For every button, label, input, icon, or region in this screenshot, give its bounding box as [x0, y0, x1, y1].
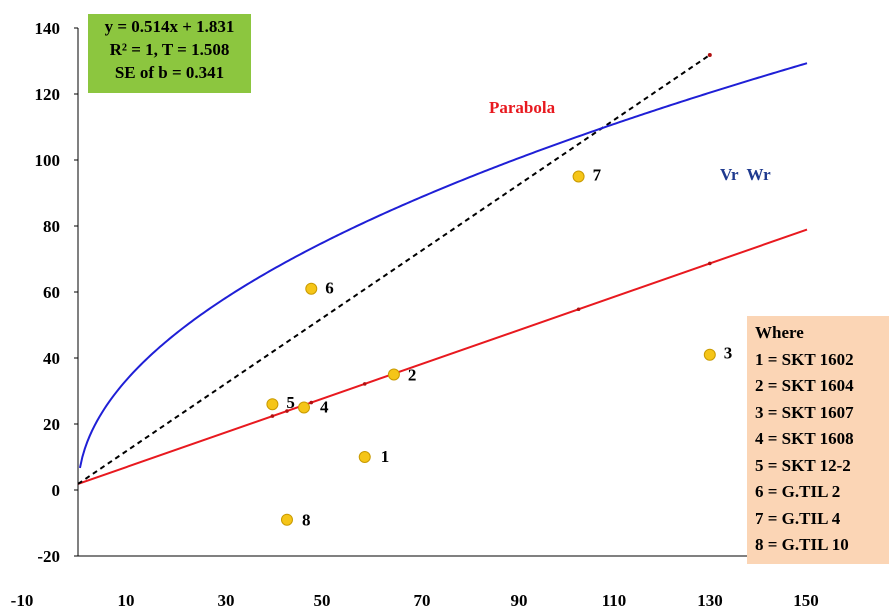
- legend-title: Where: [755, 323, 804, 342]
- data-point: [387, 368, 400, 381]
- regression-line-marker: [285, 409, 289, 413]
- x-tick-label: 10: [118, 591, 135, 610]
- equation-line-1: y = 0.514x + 1.831: [104, 17, 235, 36]
- legend-entry: 4 = SKT 1608: [755, 429, 854, 448]
- y-tick-label: 100: [35, 151, 61, 170]
- equation-box: y = 0.514x + 1.831 R² = 1, T = 1.508 SE …: [88, 14, 251, 93]
- x-tick-label: 50: [314, 591, 331, 610]
- data-point-label: 7: [593, 166, 602, 185]
- data-point-label: 3: [724, 344, 733, 363]
- x-tick-label: 130: [697, 591, 723, 610]
- parabola-curve: [78, 62, 808, 469]
- y-tick-label: 40: [43, 349, 60, 368]
- data-point-label: 2: [408, 366, 417, 385]
- regression-line-marker: [576, 307, 581, 312]
- x-tick-label: -10: [11, 591, 34, 610]
- legend-entry: 2 = SKT 1604: [755, 376, 854, 395]
- regression-line: [77, 228, 808, 485]
- parabola-label: Parabola: [489, 98, 556, 117]
- y-tick-label: 80: [43, 217, 60, 236]
- regression-line-marker: [362, 382, 367, 386]
- x-tick-label: 110: [602, 591, 627, 610]
- tick-labels: -20 0 20 40 60 80 100 120 140 -10 10 30 50 70 90 110 130…: [11, 19, 819, 610]
- points-layer: 1 2 3 4 5 6 7 8: [266, 166, 733, 530]
- data-point: [703, 348, 716, 361]
- y-tick-label: 140: [35, 19, 61, 38]
- unit-slope-line-marker: [707, 52, 712, 57]
- unit-slope-line: [77, 54, 711, 485]
- data-point: [305, 282, 318, 295]
- regression-line-marker: [309, 400, 314, 405]
- legend-entry: 6 = G.TIL 2: [755, 482, 841, 501]
- y-tick-label: 60: [43, 283, 60, 302]
- data-point-label: 8: [302, 511, 311, 530]
- series-layer: [77, 52, 808, 485]
- equation-line-2: R² = 1, T = 1.508: [109, 40, 230, 59]
- regression-line-marker: [270, 414, 275, 418]
- data-point-label: 6: [325, 279, 334, 298]
- x-tick-label: 150: [793, 591, 819, 610]
- x-tick-label: 90: [511, 591, 528, 610]
- legend-entry: 7 = G.TIL 4: [755, 508, 841, 528]
- legend-entry: 1 = SKT 1602: [755, 349, 854, 369]
- legend: Where 1 = SKT 1602 2 = SKT 1604 3 = SKT …: [747, 316, 889, 564]
- y-tick-label: 0: [52, 481, 61, 500]
- x-tick-label: 70: [414, 591, 431, 610]
- y-tick-label: 20: [43, 415, 60, 434]
- data-point: [297, 401, 310, 414]
- y-tick-label: 120: [35, 85, 61, 104]
- data-point-label: 4: [320, 398, 329, 417]
- data-point: [358, 451, 371, 463]
- data-point-label: 1: [381, 447, 390, 466]
- data-point: [572, 170, 585, 183]
- equation-line-3: SE of b = 0.341: [114, 63, 225, 82]
- data-point-label: 5: [286, 393, 295, 412]
- data-point: [266, 398, 279, 411]
- legend-entry: 8 = G.TIL 10: [755, 535, 849, 554]
- regression-line-marker: [708, 261, 712, 266]
- vrwr-label: Vr Wr: [720, 165, 771, 184]
- data-point: [280, 513, 293, 526]
- y-tick-label: -20: [37, 547, 60, 566]
- legend-entry: 3 = SKT 1607: [755, 402, 854, 422]
- legend-entry: 5 = SKT 12-2: [755, 455, 851, 475]
- x-tick-label: 30: [218, 591, 235, 610]
- axes: [74, 27, 807, 557]
